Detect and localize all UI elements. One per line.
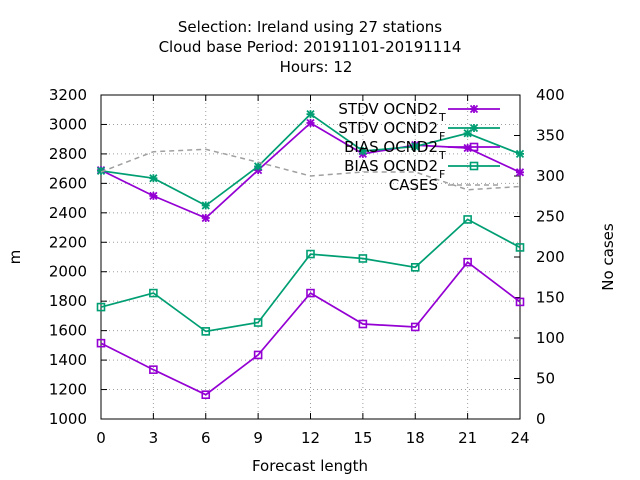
series-4 [100, 148, 521, 191]
legend-label: STDV OCND2 [338, 119, 438, 137]
data-point [253, 318, 263, 327]
y2-tick-label: 150 [536, 289, 565, 307]
legend-label-subscript: T [438, 111, 446, 124]
data-point [411, 142, 420, 151]
x-axis-label: Forecast length [252, 457, 368, 475]
data-point [358, 146, 368, 156]
legend-label: STDV OCND2 [338, 100, 438, 118]
legend-label-subscript: F [439, 130, 445, 143]
data-point [306, 249, 315, 259]
chart-title-line-1: Selection: Ireland using 27 stations [178, 18, 442, 36]
series-1 [96, 110, 525, 210]
x-tick-label: 18 [406, 429, 425, 447]
y2-tick-label: 400 [536, 86, 565, 104]
series-line [100, 218, 521, 333]
data-point [306, 288, 315, 298]
legend-sample-marker [469, 123, 479, 133]
x-tick-label: 3 [149, 429, 159, 447]
x-tick-label: 21 [458, 429, 477, 447]
y-tick-label: 1400 [49, 351, 87, 369]
y2-tick-label: 350 [536, 127, 565, 145]
data-point [515, 243, 525, 252]
legend-entry-2: BIAS OCND2 T [344, 138, 500, 162]
data-point [515, 149, 525, 159]
data-point [201, 201, 210, 210]
data-point [358, 254, 368, 263]
y2-tick-label: 0 [536, 410, 546, 428]
legend-entry-1: STDV OCND2 F [338, 119, 500, 143]
y-tick-label: 2000 [49, 263, 87, 281]
y2-tick-label: 50 [536, 370, 555, 388]
data-point [96, 302, 106, 312]
y-axis-label: m [6, 250, 24, 265]
series-line [100, 261, 521, 396]
data-point [149, 174, 158, 183]
x-tick-label: 12 [301, 429, 320, 447]
series-line [100, 148, 521, 191]
data-point [515, 168, 525, 177]
x-tick-label: 9 [253, 429, 263, 447]
data-point [201, 327, 211, 336]
y-tick-label: 2400 [49, 204, 87, 222]
data-point [253, 350, 263, 360]
y-tick-label: 2800 [49, 145, 87, 163]
data-point [149, 365, 158, 374]
axis-ticks: 0 3 6 9 12 15 18 21 2410001200140016001800200022… [49, 86, 565, 447]
legend-entry-3: BIAS OCND2 F [344, 157, 500, 181]
data-point [463, 257, 472, 267]
legend-sample-marker [469, 161, 479, 171]
y2-tick-label: 100 [536, 329, 565, 347]
x-tick-label: 6 [201, 429, 211, 447]
y2-tick-label: 250 [536, 208, 565, 226]
legend-sample-marker [469, 104, 479, 114]
y2-axis-label: No cases [599, 223, 617, 291]
data-point [515, 297, 525, 307]
data-point [96, 338, 106, 348]
y-tick-label: 3200 [49, 86, 87, 104]
legend-label-subscript: F [439, 168, 445, 181]
series-group [96, 110, 525, 400]
y-tick-label: 1200 [49, 381, 87, 399]
x-tick-label: 0 [96, 429, 106, 447]
y-tick-label: 1000 [49, 410, 87, 428]
chart-title-line-3: Hours: 12 [280, 58, 353, 76]
legend-label: BIAS OCND2 [344, 138, 438, 156]
x-tick-label: 15 [353, 429, 372, 447]
legend-label: BIAS OCND2 [344, 157, 438, 175]
data-point [306, 110, 315, 119]
x-tick-label: 24 [510, 429, 529, 447]
series-3 [96, 215, 525, 336]
y-tick-label: 3000 [49, 115, 87, 133]
data-point [253, 162, 263, 171]
y2-tick-label: 300 [536, 167, 565, 185]
data-point [201, 390, 211, 400]
legend-label: CASES [389, 176, 438, 194]
legend-sample-marker [469, 142, 479, 152]
chart-title-line-2: Cloud base Period: 20191101-20191114 [159, 38, 462, 56]
y-tick-label: 2600 [49, 174, 87, 192]
legend-entry-0: STDV OCND2 T [338, 100, 500, 124]
data-point [149, 288, 158, 298]
data-point [306, 118, 315, 128]
series-2 [96, 257, 525, 400]
y2-tick-label: 200 [536, 248, 565, 266]
data-point [149, 191, 158, 201]
y-tick-label: 2200 [49, 233, 87, 251]
data-point [201, 213, 210, 223]
y-tick-label: 1600 [49, 322, 87, 340]
data-point [410, 322, 420, 332]
data-point [358, 319, 368, 329]
legend-label-subscript: T [438, 149, 446, 162]
legend-entry-4: CASES [389, 176, 500, 194]
data-point [410, 263, 420, 272]
y-tick-label: 1800 [49, 292, 87, 310]
data-point [463, 215, 472, 224]
